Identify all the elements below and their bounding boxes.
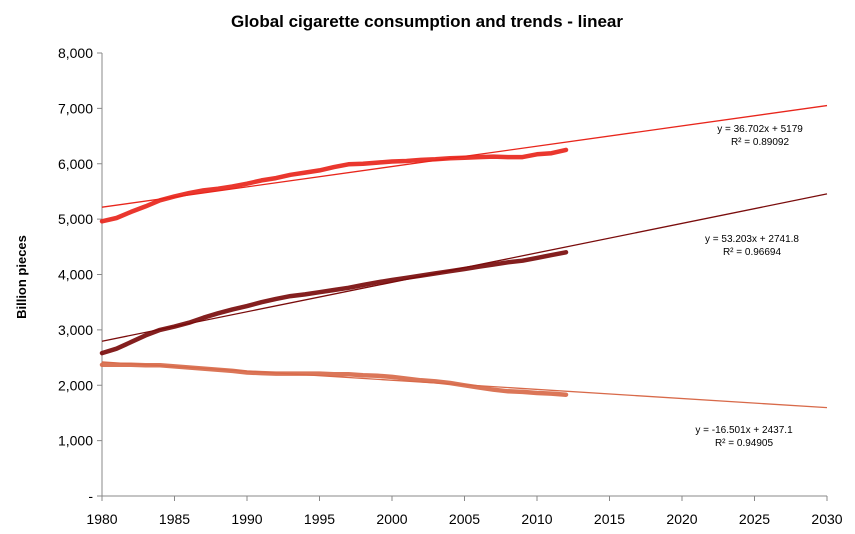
series-line-3 <box>99 362 569 397</box>
trend-equation-3: y = -16.501x + 2437.1 <box>695 425 793 436</box>
y-tick-label: - <box>88 488 93 504</box>
trend-equations: y = 36.702x + 5179 R² = 0.89092 y = 53.203… <box>695 124 803 449</box>
x-tick-label: 2005 <box>449 511 480 527</box>
y-tick-label: 1,000 <box>58 433 93 449</box>
axes: - 1,000 2,000 3,000 4,000 5,000 6,000 7,000 8,00… <box>58 45 843 527</box>
x-tick-label: 2030 <box>811 511 842 527</box>
trend-equation-1: y = 36.702x + 5179 <box>717 124 803 135</box>
series-line-2 <box>99 250 569 356</box>
x-tick-label: 1980 <box>86 511 117 527</box>
y-tick-label: 5,000 <box>58 211 93 227</box>
x-tick-label: 2025 <box>739 511 770 527</box>
y-tick-label: 8,000 <box>58 45 93 61</box>
x-tick-label: 2000 <box>376 511 407 527</box>
trend-r2-1: R² = 0.89092 <box>731 137 790 148</box>
x-tick-label: 2010 <box>521 511 552 527</box>
series-line-1 <box>99 147 569 224</box>
trend-r2-3: R² = 0.94905 <box>715 438 774 449</box>
x-tick-label: 1995 <box>304 511 335 527</box>
y-tick-label: 6,000 <box>58 156 93 172</box>
trend-r2-2: R² = 0.96694 <box>723 247 782 258</box>
x-tick-label: 2020 <box>666 511 697 527</box>
x-tick-label: 1985 <box>159 511 190 527</box>
trendlines <box>101 104 828 409</box>
y-tick-label: 7,000 <box>58 100 93 116</box>
trend-equation-2: y = 53.203x + 2741.8 <box>705 234 799 245</box>
chart-title: Global cigarette consumption and trends … <box>231 12 623 31</box>
y-tick-label: 3,000 <box>58 322 93 338</box>
x-tick-label: 1990 <box>231 511 262 527</box>
series-lines <box>99 147 569 397</box>
x-tick-label: 2015 <box>594 511 625 527</box>
y-tick-label: 2,000 <box>58 377 93 393</box>
y-tick-label: 4,000 <box>58 267 93 283</box>
y-axis-label: Billion pieces <box>14 235 29 319</box>
